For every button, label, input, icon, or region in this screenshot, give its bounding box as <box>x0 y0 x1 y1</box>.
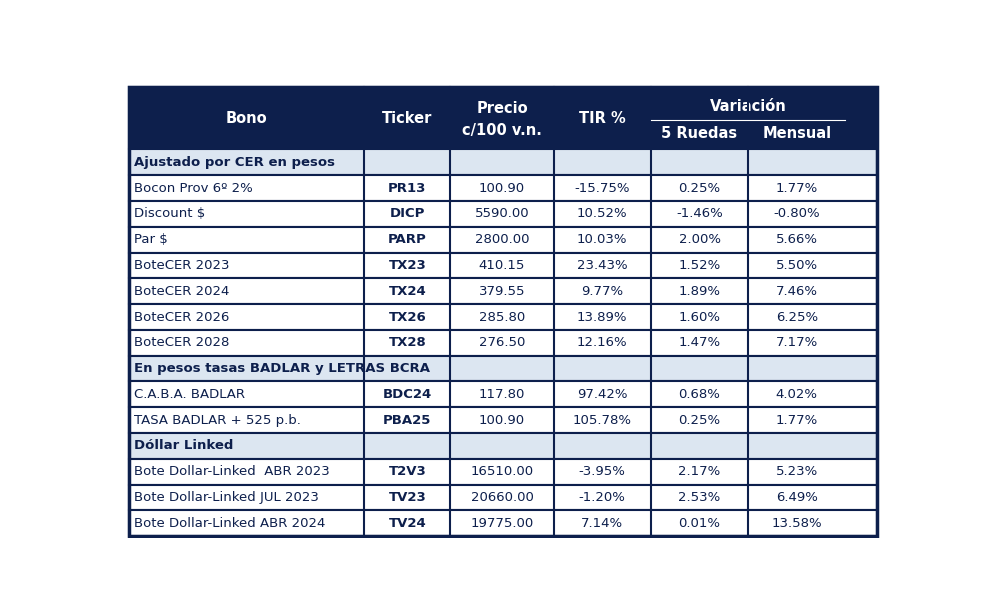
Text: 100.90: 100.90 <box>479 182 525 195</box>
Text: Ajustado por CER en pesos: Ajustado por CER en pesos <box>134 156 336 169</box>
Text: Bocon Prov 6º 2%: Bocon Prov 6º 2% <box>134 182 253 195</box>
Text: TX24: TX24 <box>388 285 427 298</box>
Text: Bote Dollar-Linked JUL 2023: Bote Dollar-Linked JUL 2023 <box>134 491 319 504</box>
Text: TASA BADLAR + 525 p.b.: TASA BADLAR + 525 p.b. <box>134 414 301 427</box>
Text: Bote Dollar-Linked ABR 2024: Bote Dollar-Linked ABR 2024 <box>134 517 326 530</box>
Text: 7.14%: 7.14% <box>581 517 623 530</box>
Text: Precio: Precio <box>476 101 528 116</box>
Text: 13.58%: 13.58% <box>771 517 822 530</box>
Text: Variación: Variación <box>710 99 787 114</box>
Text: DICP: DICP <box>389 208 425 220</box>
Text: 0.25%: 0.25% <box>679 414 721 427</box>
Bar <box>129 175 877 201</box>
Text: 6.49%: 6.49% <box>776 491 818 504</box>
Text: BoteCER 2028: BoteCER 2028 <box>134 336 230 349</box>
Bar <box>129 304 877 330</box>
Text: Mensual: Mensual <box>762 126 831 140</box>
Bar <box>129 87 877 149</box>
Text: 117.80: 117.80 <box>479 388 525 401</box>
Text: 5.50%: 5.50% <box>776 259 818 272</box>
Text: 100.90: 100.90 <box>479 414 525 427</box>
Text: TX28: TX28 <box>388 336 427 349</box>
Text: PBA25: PBA25 <box>384 414 432 427</box>
Text: 5.66%: 5.66% <box>776 233 818 246</box>
Text: -3.95%: -3.95% <box>579 465 626 478</box>
Text: En pesos tasas BADLAR y LETRAS BCRA: En pesos tasas BADLAR y LETRAS BCRA <box>134 362 430 375</box>
Text: 5590.00: 5590.00 <box>475 208 530 220</box>
Text: 9.77%: 9.77% <box>581 285 623 298</box>
Text: 16510.00: 16510.00 <box>471 465 534 478</box>
Text: 10.52%: 10.52% <box>577 208 628 220</box>
Text: TV24: TV24 <box>388 517 427 530</box>
Text: 1.77%: 1.77% <box>776 414 818 427</box>
Bar <box>129 227 877 252</box>
Text: -15.75%: -15.75% <box>575 182 630 195</box>
Text: TIR %: TIR % <box>579 111 626 125</box>
Bar <box>129 511 877 536</box>
Text: TX26: TX26 <box>388 310 427 324</box>
Bar <box>129 485 877 511</box>
Text: 97.42%: 97.42% <box>577 388 628 401</box>
Text: -1.46%: -1.46% <box>676 208 723 220</box>
Text: BoteCER 2024: BoteCER 2024 <box>134 285 230 298</box>
Text: BoteCER 2026: BoteCER 2026 <box>134 310 230 324</box>
Text: Dóllar Linked: Dóllar Linked <box>134 439 233 453</box>
Bar <box>129 382 877 407</box>
Text: Ticker: Ticker <box>383 111 433 125</box>
Text: 1.89%: 1.89% <box>679 285 720 298</box>
Text: 19775.00: 19775.00 <box>470 517 534 530</box>
Bar <box>129 356 877 382</box>
Text: 410.15: 410.15 <box>479 259 525 272</box>
Text: 7.17%: 7.17% <box>776 336 818 349</box>
Text: Bono: Bono <box>226 111 268 125</box>
Text: BoteCER 2023: BoteCER 2023 <box>134 259 230 272</box>
Bar <box>129 201 877 227</box>
Text: 1.47%: 1.47% <box>679 336 721 349</box>
Text: 379.55: 379.55 <box>479 285 525 298</box>
Text: 2.00%: 2.00% <box>679 233 720 246</box>
Text: 1.60%: 1.60% <box>679 310 720 324</box>
Text: T2V3: T2V3 <box>388 465 427 478</box>
Text: 1.52%: 1.52% <box>679 259 721 272</box>
Text: Discount $: Discount $ <box>134 208 205 220</box>
Bar <box>129 149 877 175</box>
Text: 285.80: 285.80 <box>479 310 525 324</box>
Text: Par $: Par $ <box>134 233 168 246</box>
Bar <box>129 407 877 433</box>
Text: 12.16%: 12.16% <box>577 336 628 349</box>
Text: 4.02%: 4.02% <box>776 388 818 401</box>
Text: c/100 v.n.: c/100 v.n. <box>462 123 542 138</box>
Text: 276.50: 276.50 <box>479 336 525 349</box>
Text: TX23: TX23 <box>388 259 427 272</box>
Text: 10.03%: 10.03% <box>577 233 628 246</box>
Text: 105.78%: 105.78% <box>573 414 632 427</box>
Text: 2.53%: 2.53% <box>679 491 721 504</box>
Text: Bote Dollar-Linked  ABR 2023: Bote Dollar-Linked ABR 2023 <box>134 465 330 478</box>
Text: 0.25%: 0.25% <box>679 182 721 195</box>
Text: BDC24: BDC24 <box>383 388 432 401</box>
Text: TV23: TV23 <box>388 491 427 504</box>
Bar <box>129 459 877 485</box>
Text: 2800.00: 2800.00 <box>475 233 530 246</box>
Text: -0.80%: -0.80% <box>773 208 820 220</box>
Text: 7.46%: 7.46% <box>776 285 818 298</box>
Text: 6.25%: 6.25% <box>776 310 818 324</box>
Text: 2.17%: 2.17% <box>679 465 721 478</box>
Text: PR13: PR13 <box>388 182 427 195</box>
Text: C.A.B.A. BADLAR: C.A.B.A. BADLAR <box>134 388 245 401</box>
Text: 0.68%: 0.68% <box>679 388 720 401</box>
Text: 20660.00: 20660.00 <box>471 491 534 504</box>
Text: 5 Ruedas: 5 Ruedas <box>661 126 738 140</box>
Text: 23.43%: 23.43% <box>577 259 628 272</box>
Bar <box>129 433 877 459</box>
Bar <box>129 278 877 304</box>
Bar <box>129 252 877 278</box>
Text: 5.23%: 5.23% <box>776 465 818 478</box>
Text: 1.77%: 1.77% <box>776 182 818 195</box>
Bar <box>129 330 877 356</box>
Text: -1.20%: -1.20% <box>579 491 626 504</box>
Text: 13.89%: 13.89% <box>577 310 628 324</box>
Text: PARP: PARP <box>388 233 427 246</box>
Text: 0.01%: 0.01% <box>679 517 720 530</box>
